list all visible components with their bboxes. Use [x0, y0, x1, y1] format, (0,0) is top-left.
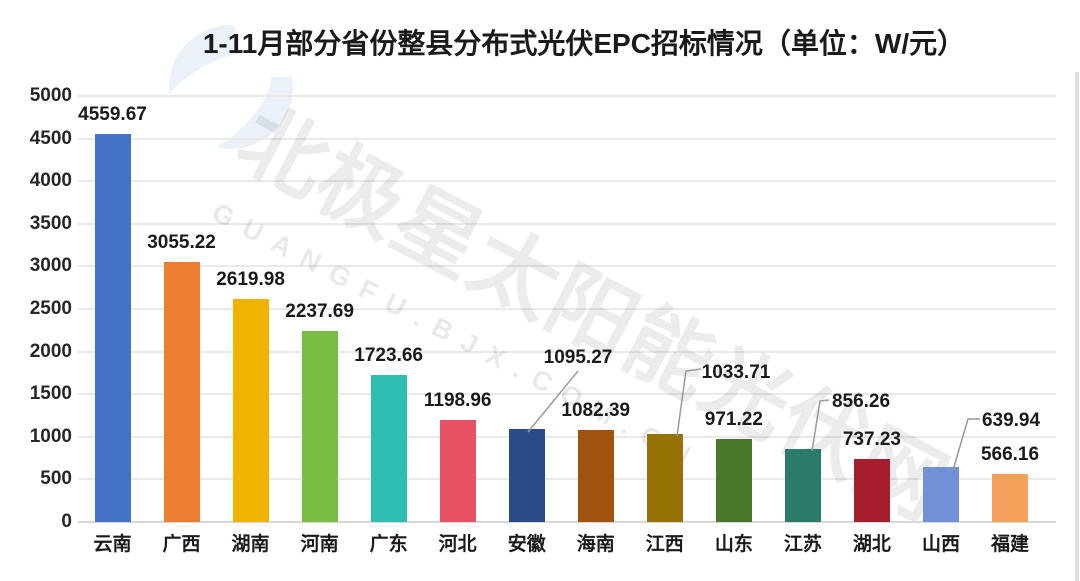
- chart-title: 1-11月部分省份整县分布式光伏EPC招标情况（单位：W/元）: [202, 28, 966, 59]
- polaris-star-logo: ✦ ✦ ✦ ✦: [169, 25, 293, 149]
- value-label-11: 737.23: [842, 429, 901, 451]
- value-label-6: 1095.27: [543, 347, 613, 368]
- gridline-2500: [78, 308, 1056, 310]
- gridline-4000: [78, 180, 1056, 183]
- bar-1: [163, 261, 200, 522]
- x-axis-label-12: 山西: [921, 534, 960, 555]
- right-edge-border: [1075, 72, 1079, 581]
- value-label-10: 856.26: [831, 391, 891, 412]
- value-label-2: 2619.98: [216, 268, 285, 290]
- x-axis-label-4: 广东: [369, 534, 408, 555]
- y-axis-tick-3500: 3500: [29, 212, 72, 234]
- bar-7: [577, 429, 614, 522]
- x-axis-label-0: 云南: [93, 534, 132, 555]
- bar-10: [784, 449, 821, 522]
- x-axis-label-1: 广西: [162, 534, 201, 555]
- value-label-4: 1723.66: [354, 345, 423, 367]
- value-label-5: 1198.96: [423, 389, 492, 411]
- y-axis-tick-2000: 2000: [29, 340, 72, 362]
- y-axis-tick-1000: 1000: [29, 425, 72, 447]
- y-axis-tick-2500: 2500: [29, 298, 72, 319]
- gridline-1000: [78, 435, 1056, 438]
- bar-4: [370, 375, 407, 522]
- x-axis-label-8: 江西: [645, 534, 684, 555]
- y-axis-tick-0: 0: [61, 511, 72, 532]
- gridline-3000: [78, 265, 1056, 268]
- x-axis-label-5: 河北: [438, 534, 477, 555]
- bar-12: [922, 467, 959, 522]
- star-icon: ✦: [223, 66, 233, 78]
- gridline-5000: [78, 95, 1056, 97]
- bar-13: [992, 473, 1028, 522]
- value-label-1: 3055.22: [147, 231, 216, 253]
- bar-6: [508, 428, 545, 522]
- gridline-3500: [78, 222, 1056, 225]
- x-axis-label-11: 湖北: [852, 534, 891, 555]
- bar-9: [715, 439, 752, 522]
- value-label-12: 639.94: [981, 410, 1041, 431]
- bar-8: [646, 433, 683, 522]
- x-axis-label-3: 河南: [300, 534, 339, 555]
- value-label-9: 971.22: [704, 409, 763, 431]
- x-axis-label-10: 江苏: [783, 534, 822, 555]
- bar-5: [439, 419, 476, 522]
- star-icon: ✦: [231, 42, 244, 59]
- y-axis-tick-3000: 3000: [29, 255, 72, 277]
- x-axis-label-13: 福建: [990, 534, 1029, 555]
- value-label-3: 2237.69: [285, 301, 354, 323]
- value-label-7: 1082.39: [561, 399, 631, 421]
- gridline-4500: [78, 137, 1056, 140]
- gridline-500: [78, 478, 1056, 481]
- y-axis-tick-500: 500: [40, 468, 72, 490]
- gridline-0: [78, 521, 1056, 523]
- value-label-8: 1033.71: [701, 362, 771, 383]
- y-axis-tick-4500: 4500: [29, 127, 72, 149]
- x-axis-label-7: 海南: [576, 534, 615, 555]
- value-label-0: 4559.67: [78, 103, 147, 125]
- value-label-13: 566.16: [980, 443, 1040, 465]
- bar-2: [232, 298, 269, 522]
- gridline-2000: [78, 350, 1056, 353]
- bar-0: [94, 133, 131, 522]
- bar-11: [853, 459, 890, 522]
- bar-3: [301, 331, 338, 522]
- y-axis-tick-1500: 1500: [29, 383, 72, 405]
- x-axis-label-9: 山东: [714, 534, 753, 555]
- star-icon: ✦: [245, 51, 266, 78]
- y-axis-tick-4000: 4000: [29, 170, 72, 192]
- y-axis-tick-5000: 5000: [29, 85, 72, 106]
- star-icon: ✦: [243, 74, 254, 89]
- x-axis-label-2: 湖南: [231, 534, 270, 555]
- x-axis-label-6: 安徽: [507, 534, 546, 555]
